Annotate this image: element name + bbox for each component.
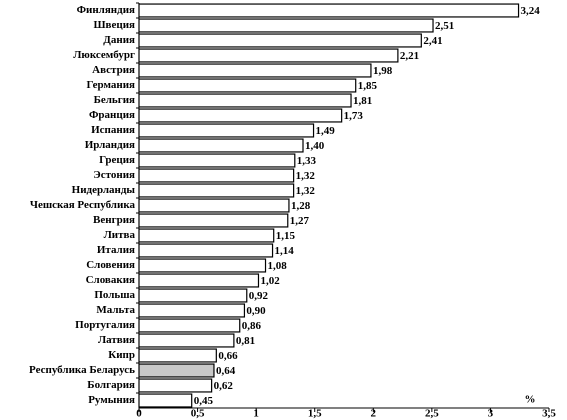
y-tick-label: Словения [86,259,135,271]
value-label: 1,81 [353,95,372,107]
x-tick-label: 3,5 [542,408,556,420]
y-tick-label: Финляндия [77,4,135,16]
value-label: 1,40 [305,140,325,152]
x-tick-label: 2,5 [425,408,439,420]
y-tick-label: Люксембург [73,49,135,61]
value-label: 1,02 [260,275,280,287]
y-tick-label: Эстония [93,169,135,181]
y-tick-label: Кипр [108,349,135,361]
bar [138,3,520,18]
value-label: 1,32 [296,185,316,197]
value-label: 1,28 [291,200,311,212]
x-tick-label: 3 [488,408,494,420]
y-tick-label: Венгрия [93,214,135,226]
bar [138,303,246,318]
y-tick-label: Австрия [92,64,135,76]
y-tick-label: Швеция [93,19,135,31]
y-tick-label: Франция [89,109,135,121]
bar [138,168,295,183]
bar [138,243,274,258]
bar [138,273,260,288]
value-label: 1,98 [373,65,393,77]
bar [138,288,248,303]
value-label: 1,49 [316,125,336,137]
x-tick-label: 1,5 [308,408,322,420]
bar [138,348,217,363]
y-tick-label: Португалия [75,319,135,331]
value-label: 1,85 [358,80,378,92]
bar [138,108,343,123]
value-label: 1,27 [290,215,310,227]
value-label: 3,24 [521,5,541,17]
value-label: 0,81 [236,335,255,347]
bar [138,318,241,333]
bar [138,123,315,138]
value-label: 1,08 [268,260,288,272]
y-tick-label: Республика Беларусь [29,364,135,376]
bar [138,48,399,63]
value-label: 2,41 [423,35,442,47]
value-label: 0,86 [242,320,262,332]
y-tick-label: Ирландия [85,139,135,151]
bar [138,213,289,228]
value-label: 0,45 [194,395,214,407]
value-label: 0,62 [214,380,234,392]
bar [138,393,193,408]
x-tick-label: 0 [136,408,142,420]
bar [138,378,213,393]
y-tick-label: Польша [94,289,135,301]
value-label: 1,33 [297,155,317,167]
bar [138,33,422,48]
x-tick-label: 1 [253,408,259,420]
value-label: 1,15 [276,230,296,242]
bar [138,153,296,168]
bar [138,198,290,213]
value-label: 0,92 [249,290,269,302]
y-tick-label: Греция [99,154,135,166]
bar [138,228,275,243]
bar [138,78,357,93]
value-label: 0,90 [246,305,266,317]
bar [138,333,235,348]
y-tick-label: Литва [104,229,136,241]
bar [138,363,215,378]
value-label: 0,64 [216,365,236,377]
bar [138,258,267,273]
y-tick-label: Германия [86,79,135,91]
bar [138,18,434,33]
bar [138,183,295,198]
bar [138,63,372,78]
y-tick-label: Дания [103,34,135,46]
y-tick-label: Латвия [98,334,135,346]
y-tick-label: Чешская Республика [30,199,136,211]
x-tick-label: 2 [371,408,377,420]
bar [138,138,304,153]
y-tick-label: Болгария [87,379,135,391]
x-tick-label: 0,5 [191,408,205,420]
value-label: 2,21 [400,50,419,62]
value-label: 0,66 [218,350,238,362]
y-tick-label: Мальта [96,304,135,316]
value-label: 1,14 [275,245,295,257]
y-tick-label: Бельгия [94,94,135,106]
y-tick-label: Испания [91,124,135,136]
y-tick-label: Румыния [88,394,135,406]
y-tick-label: Словакия [86,274,135,286]
bar [138,93,352,108]
axis-unit: % [525,394,536,406]
value-label: 1,32 [296,170,316,182]
y-tick-label: Нидерланды [72,184,136,196]
value-label: 2,51 [435,20,454,32]
y-tick-label: Италия [97,244,135,256]
value-label: 1,73 [344,110,364,122]
